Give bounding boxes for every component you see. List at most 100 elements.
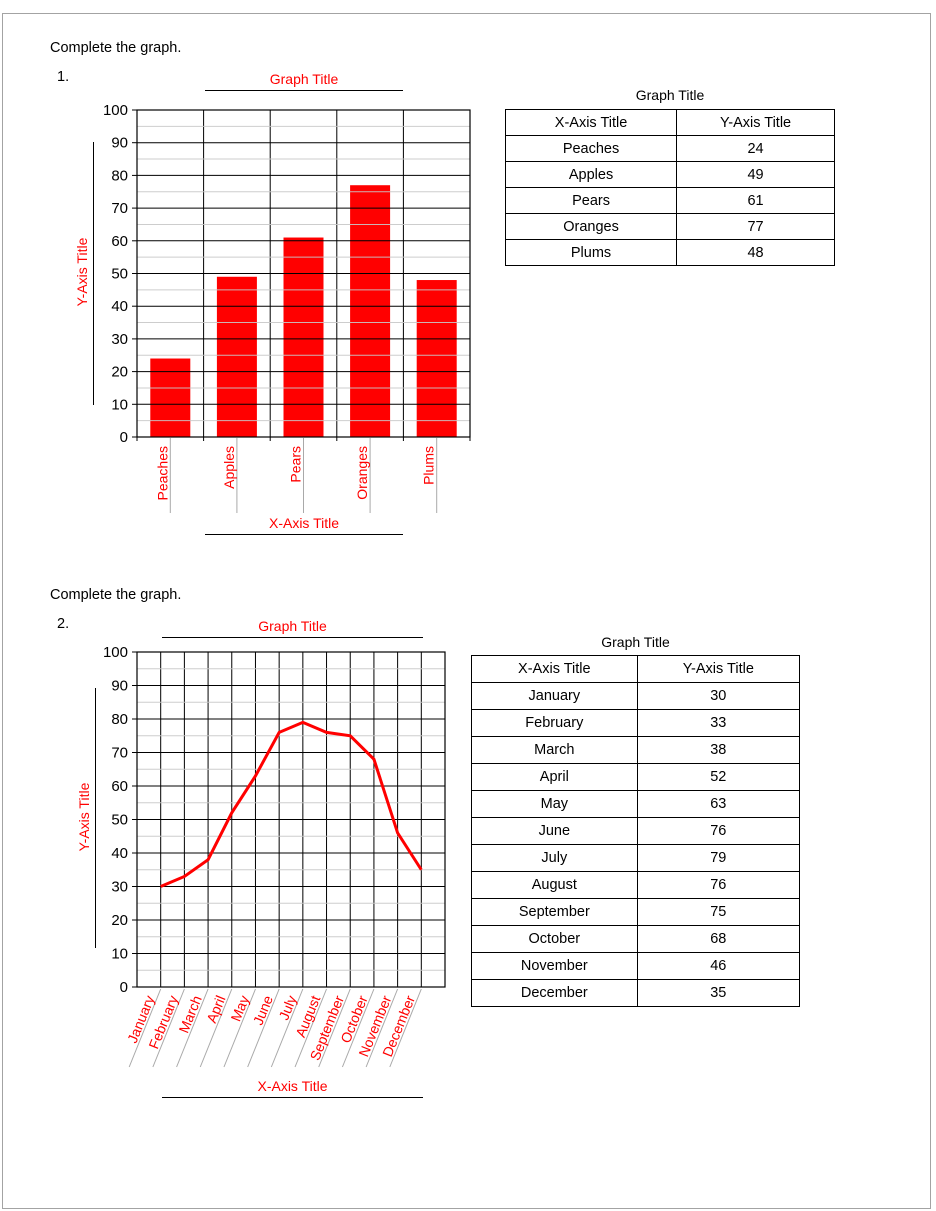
y-tick-label: 80 xyxy=(111,711,128,728)
y-tick-label: 90 xyxy=(111,678,128,695)
table-row: April 52 xyxy=(471,763,801,791)
category-leader-line xyxy=(389,988,422,1068)
table-row: July 79 xyxy=(471,844,801,872)
table-row: Peaches 24 xyxy=(504,135,835,162)
table-header-cell: X-Axis Title xyxy=(504,109,678,136)
table-2-title: Graph Title xyxy=(601,634,670,650)
bar-pears xyxy=(283,237,324,437)
table-cell: September xyxy=(471,898,638,926)
question-2-number: 2. xyxy=(57,616,70,632)
category-leader-line xyxy=(294,988,328,1068)
y-tick-label: 100 xyxy=(103,102,128,119)
category-leader-line xyxy=(128,988,162,1068)
y-tick-label: 50 xyxy=(111,266,128,283)
y-tick-label: 70 xyxy=(111,745,128,762)
y-tick-label: 0 xyxy=(120,429,128,446)
data-table-2: X-Axis Title Y-Axis Title January 30 Febru… xyxy=(471,655,801,1007)
bar-plums xyxy=(416,280,457,437)
table-row: Apples 49 xyxy=(504,161,835,188)
table-row: March 38 xyxy=(471,736,801,764)
category-label: Apples xyxy=(221,446,237,489)
table-row: December 35 xyxy=(471,979,801,1007)
table-cell: 35 xyxy=(636,979,801,1007)
table-row: January 30 xyxy=(471,682,801,710)
category-leader-line xyxy=(341,988,375,1068)
chart-1-y-axis-title-underline xyxy=(93,142,94,405)
y-tick-label: 10 xyxy=(111,946,128,963)
table-row: October 68 xyxy=(471,925,801,953)
bar-apples xyxy=(216,276,257,437)
category-label: April xyxy=(203,993,228,1025)
bar-peaches xyxy=(150,358,191,437)
category-leader-line xyxy=(223,988,256,1068)
category-label: Oranges xyxy=(354,446,370,500)
y-tick-label: 70 xyxy=(111,200,128,217)
y-tick-label: 0 xyxy=(120,979,128,996)
chart-1-x-axis-title: X-Axis Title xyxy=(205,514,403,535)
table-cell: February xyxy=(471,709,638,737)
table-cell: 76 xyxy=(636,871,801,899)
bar-chart: 0 10 20 30 40 50 60 70 80 90 100 Peaches Apples Pears… xyxy=(103,102,471,513)
table-cell: 46 xyxy=(636,952,801,980)
bar-oranges xyxy=(350,185,391,437)
y-tick-label: 100 xyxy=(103,644,128,661)
table-cell: May xyxy=(471,790,638,818)
chart-1-graph-title: Graph Title xyxy=(205,70,403,91)
chart-2-x-axis-title: X-Axis Title xyxy=(162,1077,423,1098)
table-cell: Peaches xyxy=(504,135,678,162)
y-tick-label: 60 xyxy=(111,233,128,250)
table-header-cell: Y-Axis Title xyxy=(636,655,801,683)
instruction-2: Complete the graph. xyxy=(50,587,182,603)
y-tick-label: 60 xyxy=(111,778,128,795)
data-line xyxy=(160,720,423,888)
table-header-cell: X-Axis Title xyxy=(471,655,638,683)
category-leader-line xyxy=(365,988,399,1068)
category-label: Peaches xyxy=(154,446,170,500)
category-leader-line xyxy=(176,988,209,1068)
table-row: Plums 48 xyxy=(504,239,835,266)
y-tick-label: 20 xyxy=(111,912,128,929)
table-cell: 49 xyxy=(676,161,835,188)
table-cell: March xyxy=(471,736,638,764)
table-cell: Plums xyxy=(504,239,678,266)
table-row: Oranges 77 xyxy=(504,213,835,240)
table-cell: 48 xyxy=(676,239,835,266)
table-cell: Oranges xyxy=(504,213,678,240)
table-cell: 76 xyxy=(636,817,801,845)
chart-2-y-axis-title-underline xyxy=(95,688,96,948)
table-cell: 61 xyxy=(676,187,835,214)
table-cell: August xyxy=(471,871,638,899)
table-cell: 24 xyxy=(676,135,835,162)
table-cell: Pears xyxy=(504,187,678,214)
y-tick-label: 90 xyxy=(111,135,128,152)
table-cell: 77 xyxy=(676,213,835,240)
table-cell: April xyxy=(471,763,638,791)
category-label: July xyxy=(275,993,299,1022)
question-1-number: 1. xyxy=(57,69,70,85)
y-tick-label: 10 xyxy=(111,396,128,413)
table-1-title: Graph Title xyxy=(635,87,705,103)
table-cell: Apples xyxy=(504,161,678,188)
table-cell: 79 xyxy=(636,844,801,872)
table-row: September 75 xyxy=(471,898,801,926)
table-cell: 33 xyxy=(636,709,801,737)
table-cell: November xyxy=(471,952,638,980)
category-label: Pears xyxy=(288,446,304,483)
table-cell: 75 xyxy=(636,898,801,926)
table-header-cell: Y-Axis Title xyxy=(676,109,835,136)
table-cell: 68 xyxy=(636,925,801,953)
category-leader-line xyxy=(318,988,351,1068)
y-tick-label: 20 xyxy=(111,364,128,381)
chart-2-graph-title: Graph Title xyxy=(162,617,423,638)
category-leader-line xyxy=(152,988,185,1068)
table-cell: 63 xyxy=(636,790,801,818)
category-leader-line xyxy=(199,988,233,1068)
category-label: May xyxy=(227,993,252,1024)
table-cell: 38 xyxy=(636,736,801,764)
table-cell: October xyxy=(471,925,638,953)
table-row: February 33 xyxy=(471,709,801,737)
line-chart: 0102030405060708090100JanuaryFebruaryMar… xyxy=(103,644,446,1068)
category-label: Plums xyxy=(421,446,437,485)
table-row: November 46 xyxy=(471,952,801,980)
